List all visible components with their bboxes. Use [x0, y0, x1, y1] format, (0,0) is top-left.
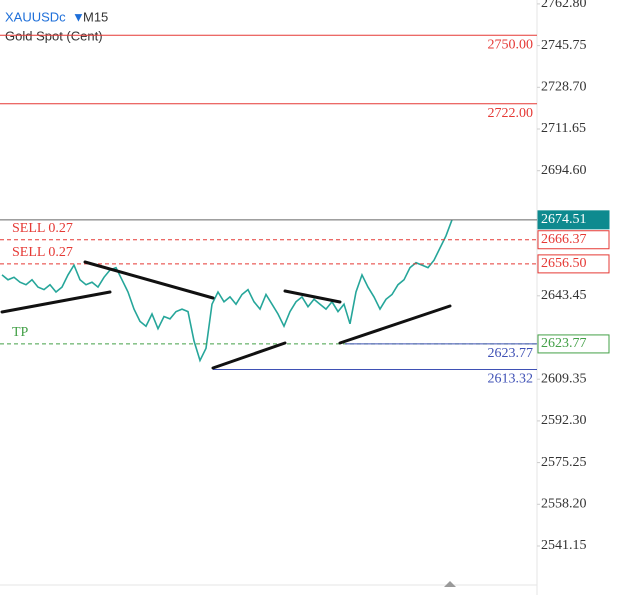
y-tick-label: 2575.25	[541, 455, 587, 470]
trendline[interactable]	[211, 341, 287, 370]
level-axis-label: 2656.50	[541, 256, 587, 271]
y-tick-label: 2694.60	[541, 163, 587, 178]
y-tick-label: 2643.45	[541, 288, 587, 303]
level-label: 2750.00	[488, 37, 534, 52]
level-label: 2613.32	[488, 372, 534, 387]
level-axis-box	[537, 210, 610, 230]
y-tick-label: 2728.70	[541, 80, 587, 95]
trendline[interactable]	[283, 289, 342, 304]
level-axis-box	[537, 334, 610, 354]
trendline[interactable]	[338, 304, 452, 345]
symbol[interactable]: XAUUSDc	[5, 9, 66, 24]
level-name: SELL 0.27	[12, 221, 73, 236]
y-tick-label: 2711.65	[541, 121, 586, 136]
level-axis-label: 2666.37	[541, 232, 587, 247]
trendline[interactable]	[83, 260, 215, 300]
y-tick-label: 2745.75	[541, 38, 587, 53]
trendline[interactable]	[0, 290, 112, 314]
price-line	[1, 219, 453, 363]
y-tick-label: 2541.15	[541, 538, 587, 553]
plot	[0, 34, 537, 370]
level-axis-box	[537, 230, 610, 250]
y-tick-label: 2592.30	[541, 413, 587, 428]
level-label: 2623.77	[488, 346, 534, 361]
y-tick-label: 2558.20	[541, 497, 587, 512]
level-axis-label: 2674.51	[541, 212, 587, 227]
level-name: SELL 0.27	[12, 245, 73, 260]
scroll-arrow[interactable]	[444, 581, 456, 587]
y-tick-label: 2609.35	[541, 371, 587, 386]
timeframe[interactable]: M15	[83, 9, 108, 24]
trendlines	[0, 260, 452, 370]
subtitle: Gold Spot (Cent)	[5, 28, 103, 43]
symbol-menu-arrow[interactable]: ▼	[72, 9, 85, 24]
level-axis-box	[537, 254, 610, 274]
level-axis-label: 2623.77	[541, 336, 587, 351]
y-tick-label: 2762.80	[541, 0, 587, 11]
level-label: 2722.00	[488, 106, 534, 121]
level-name: TP	[12, 325, 29, 340]
